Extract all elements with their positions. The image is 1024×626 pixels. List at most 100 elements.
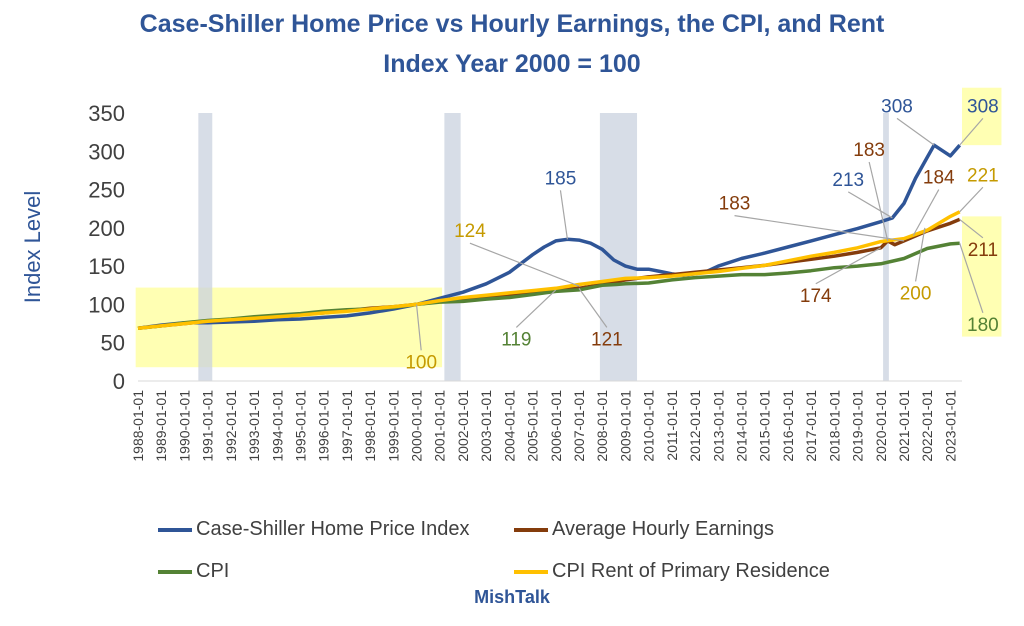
x-tick-label-1998: 1998-01-01	[362, 390, 378, 462]
x-tick-label-1990: 1990-01-01	[176, 390, 192, 462]
x-tick-label-1988: 1988-01-01	[130, 390, 146, 462]
x-tick-label-2018: 2018-01-01	[826, 390, 842, 462]
x-tick-label-2011: 2011-01-01	[664, 390, 680, 461]
annotation-label-3: 308	[967, 96, 999, 117]
x-tick-label-2006: 2006-01-01	[548, 390, 564, 462]
annotation-label-1: 185	[545, 168, 577, 189]
annotation-label-6: 183	[719, 194, 751, 215]
y-tick-label-100: 100	[88, 292, 125, 317]
x-tick-label-2002: 2002-01-01	[455, 390, 471, 462]
x-tick-label-1993: 1993-01-01	[246, 390, 262, 462]
annotation-label-15: 119	[501, 329, 531, 350]
legend-label-hourly-earnings: Average Hourly Earnings	[552, 518, 774, 540]
annotation-leader-3	[959, 117, 984, 146]
y-tick-label-150: 150	[88, 254, 125, 279]
y-tick-label-200: 200	[88, 216, 125, 241]
annotation-leader-4	[847, 191, 893, 219]
x-axis: 1988-01-01 1989-01-01 1990-01-01 1991-01-01…	[130, 380, 962, 462]
annotation-label-14: 100	[405, 352, 437, 373]
x-tick-label-1997: 1997-01-01	[339, 390, 355, 462]
annotation-label-4: 213	[832, 170, 864, 191]
x-tick-label-1994: 1994-01-01	[269, 390, 285, 462]
recession-band-1	[198, 113, 213, 381]
annotation-leader-1	[559, 190, 569, 240]
annotation-label-9: 211	[968, 240, 998, 261]
annotation-leader-7	[912, 189, 940, 236]
annotation-label-10: 121	[591, 329, 623, 350]
x-tick-label-2003: 2003-01-01	[478, 390, 494, 462]
annotation-label-12: 221	[967, 165, 999, 186]
x-tick-label-1996: 1996-01-01	[316, 390, 332, 462]
chart-subtitle: Index Year 2000 = 100	[383, 50, 641, 78]
x-tick-label-1991: 1991-01-01	[200, 390, 216, 462]
series-line-case-shiller-home-price-index	[137, 143, 962, 330]
legend-swatch-rent	[514, 569, 548, 574]
x-tick-label-2017: 2017-01-01	[803, 390, 819, 462]
legend-swatch-case-shiller	[158, 527, 192, 532]
annotation-label-11: 200	[900, 283, 932, 304]
legend-swatch-hourly-earnings	[514, 527, 548, 532]
annotation-leader-16	[959, 242, 984, 314]
legend-label-case-shiller: Case-Shiller Home Price Index	[196, 518, 470, 540]
annotation-leader-2	[896, 117, 935, 146]
legend-item-case-shiller: Case-Shiller Home Price Index	[158, 518, 469, 541]
highlight-boxes	[135, 87, 1002, 368]
x-tick-label-2019: 2019-01-01	[850, 390, 866, 462]
x-tick-label-2023: 2023-01-01	[942, 390, 958, 462]
x-tick-label-2004: 2004-01-01	[501, 390, 517, 462]
recession-band-2	[444, 113, 461, 381]
annotation-leader-15	[515, 289, 557, 328]
y-tick-label-250: 250	[88, 178, 125, 203]
annotation-label-7: 184	[923, 168, 955, 189]
x-tick-label-2007: 2007-01-01	[571, 390, 587, 462]
highlight-box-1	[135, 287, 443, 368]
recession-bands	[198, 113, 889, 381]
legend-label-cpi: CPI	[196, 560, 230, 582]
annotation-label-5: 183	[853, 140, 885, 161]
annotation-leader-12	[959, 186, 984, 213]
annotation-leader-13	[469, 242, 580, 287]
annotation-leader-10	[578, 288, 608, 328]
x-tick-label-2005: 2005-01-01	[525, 390, 541, 462]
annotation-label-2: 308	[881, 96, 913, 117]
y-axis: 0 50 100 150 200 250 300 350	[88, 101, 125, 394]
annotations: 185 308 308 213 183 183 184 174 211 121 200 221 124 1…	[405, 96, 998, 373]
legend-label-rent: CPI Rent of Primary Residence	[552, 560, 830, 582]
annotation-leader-8	[815, 247, 882, 285]
x-tick-label-2000: 2000-01-01	[409, 390, 425, 462]
x-tick-label-1992: 1992-01-01	[223, 390, 239, 462]
y-tick-label-0: 0	[113, 369, 125, 394]
x-tick-label-2008: 2008-01-01	[594, 390, 610, 462]
legend-swatch-cpi	[158, 569, 192, 574]
y-tick-label-50: 50	[101, 331, 125, 356]
x-tick-label-1995: 1995-01-01	[292, 390, 308, 462]
x-tick-label-2022: 2022-01-01	[919, 390, 935, 462]
x-tick-label-2021: 2021-01-01	[896, 390, 912, 462]
chart-title: Case-Shiller Home Price vs Hourly Earnin…	[139, 10, 885, 38]
recession-band-4	[883, 113, 889, 381]
series-lines	[137, 143, 962, 330]
recession-band-3	[599, 113, 638, 381]
x-tick-label-2009: 2009-01-01	[617, 390, 633, 462]
y-tick-label-300: 300	[88, 139, 125, 164]
x-tick-label-1999: 1999-01-01	[385, 390, 401, 462]
legend-item-hourly-earnings: Average Hourly Earnings	[514, 518, 774, 541]
x-tick-label-2012: 2012-01-01	[687, 390, 703, 462]
annotation-leader-5	[868, 161, 889, 242]
series-line-cpi-rent-of-primary-residence	[137, 210, 961, 330]
y-tick-label-350: 350	[88, 101, 125, 126]
annotation-leader-6	[734, 215, 905, 242]
x-tick-label-2013: 2013-01-01	[710, 390, 726, 462]
legend-item-cpi: CPI	[158, 560, 229, 583]
legend-item-rent: CPI Rent of Primary Residence	[514, 560, 830, 583]
annotation-leader-14	[415, 304, 422, 351]
x-tick-label-2010: 2010-01-01	[641, 390, 657, 462]
annotation-leader-9	[959, 218, 984, 239]
brand-label: MishTalk	[474, 587, 550, 607]
x-tick-label-2001: 2001-01-01	[432, 390, 448, 462]
x-tick-label-2014: 2014-01-01	[733, 390, 749, 462]
x-tick-label-2020: 2020-01-01	[873, 390, 889, 462]
annotation-leader-11	[914, 227, 926, 282]
y-axis-label: Index Level	[20, 191, 45, 304]
x-tick-label-1989: 1989-01-01	[153, 390, 169, 462]
